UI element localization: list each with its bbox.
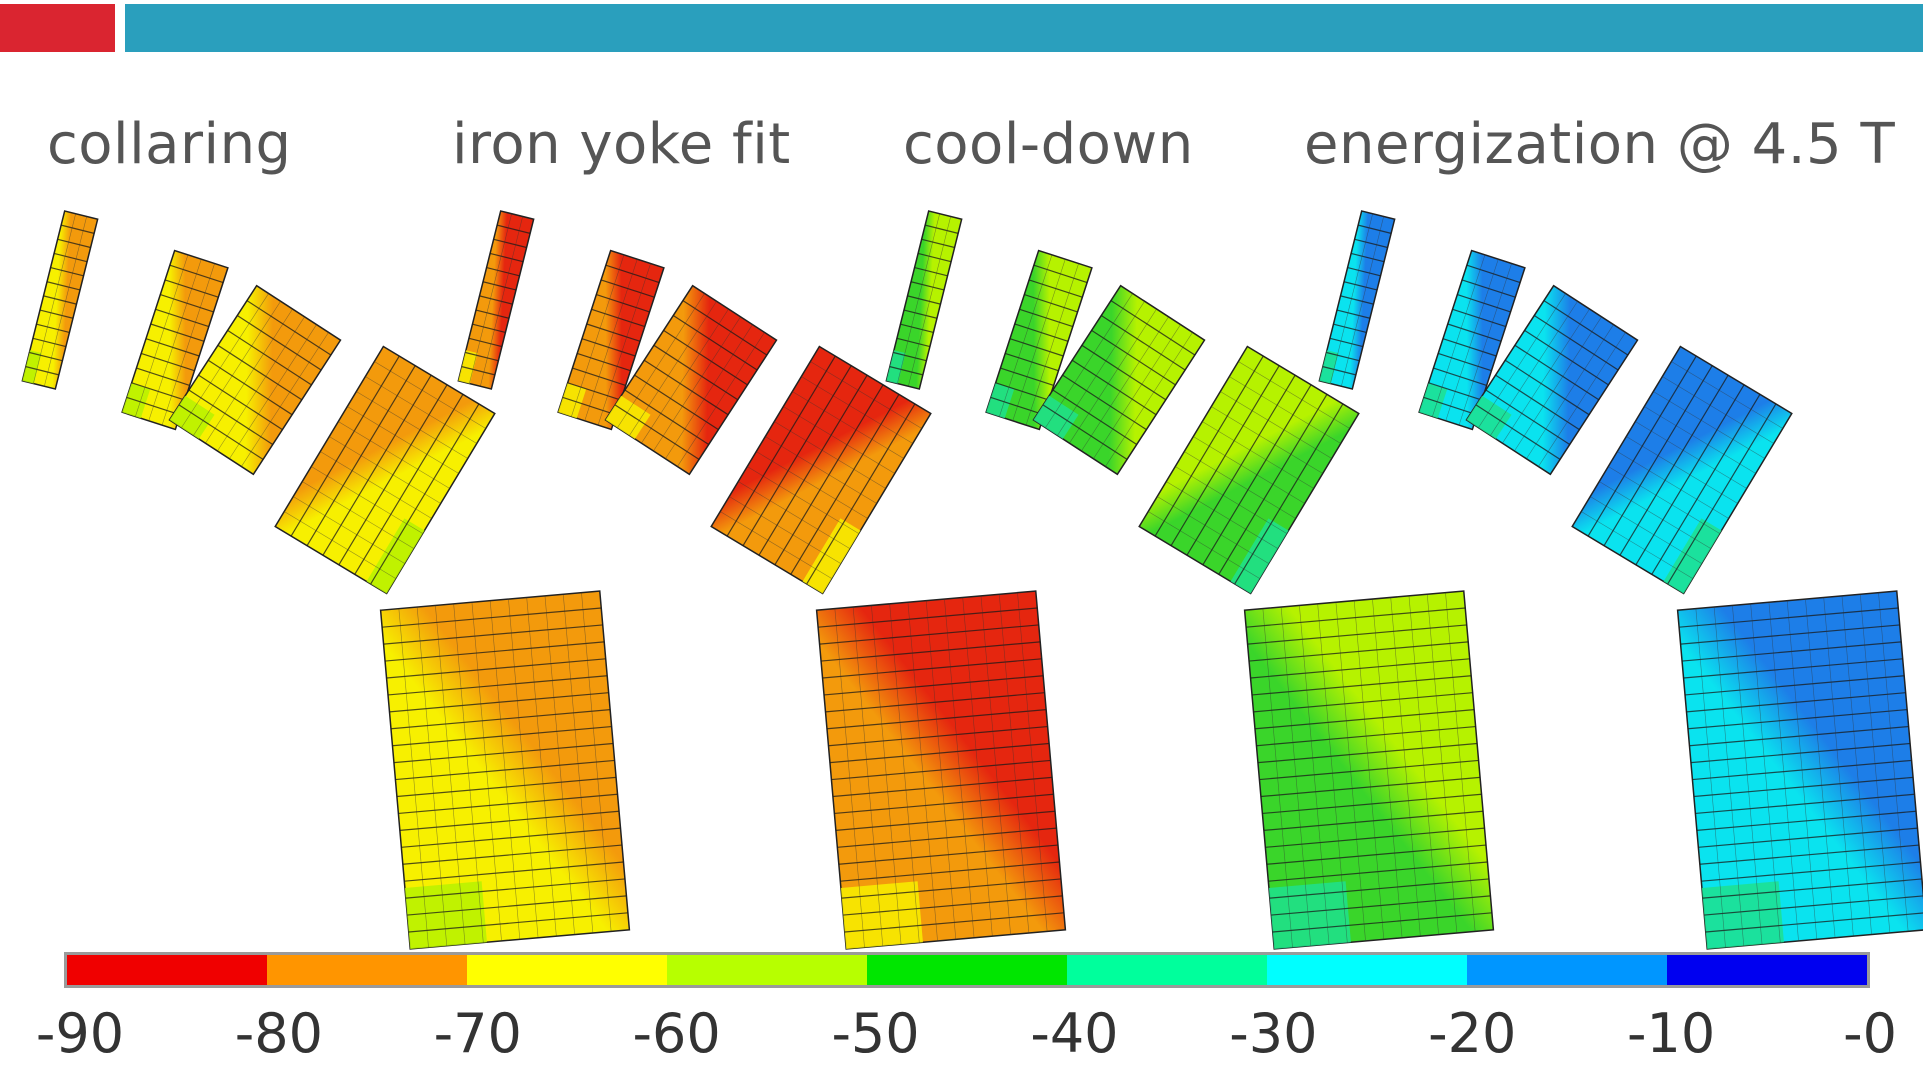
stage-panel — [1318, 210, 1923, 950]
coil-block — [1418, 249, 1526, 431]
color-scale-segment — [1267, 955, 1467, 985]
color-scale-tick-label: -0 — [1843, 1002, 1897, 1065]
stage-title-collaring: collaring — [47, 112, 292, 177]
color-scale-segment — [1667, 955, 1867, 985]
coil-block — [379, 590, 631, 950]
stage-panel — [885, 210, 1495, 950]
coil-block — [1138, 345, 1360, 595]
coil-block — [1032, 284, 1206, 476]
coil-block — [168, 284, 342, 476]
stage-title-iron-yoke-fit: iron yoke fit — [452, 112, 791, 177]
stage-title-cool-down: cool-down — [903, 112, 1194, 177]
color-scale-tick-label: -20 — [1428, 1002, 1517, 1065]
color-scale-segment — [1467, 955, 1667, 985]
stage-title-energization: energization @ 4.5 T — [1304, 112, 1896, 177]
coil-block — [121, 249, 229, 431]
color-scale-tick-label: -60 — [632, 1002, 721, 1065]
coil-block — [885, 210, 963, 390]
coil-block — [1243, 590, 1495, 950]
color-scale-tick-label: -50 — [831, 1002, 920, 1065]
coil-block — [1465, 284, 1639, 476]
color-scale-segment — [667, 955, 867, 985]
color-scale-segment — [467, 955, 667, 985]
stage-panel — [457, 210, 1067, 950]
coil-block — [985, 249, 1093, 431]
coil-block — [274, 345, 496, 595]
coil-block — [1571, 345, 1793, 595]
color-scale-segment — [67, 955, 267, 985]
color-scale-segment — [867, 955, 1067, 985]
header-accent-blue — [125, 4, 1923, 52]
coil-block — [604, 284, 778, 476]
color-scale-tick-label: -70 — [433, 1002, 522, 1065]
color-scale-tick-label: -90 — [35, 1002, 125, 1065]
coil-block — [557, 249, 665, 431]
coil-block — [457, 210, 535, 390]
coil-block — [815, 590, 1067, 950]
coil-block — [21, 210, 99, 390]
coil-block — [710, 345, 932, 595]
header-accent-red — [0, 4, 115, 52]
color-scale-tick-label: -30 — [1229, 1002, 1318, 1065]
color-scale-segment — [267, 955, 467, 985]
color-scale-tick-label: -40 — [1030, 1002, 1119, 1065]
color-scale-tick-label: -10 — [1627, 1002, 1716, 1065]
stage-panel — [21, 210, 631, 950]
color-scale-bar — [64, 952, 1870, 988]
color-scale-tick-label: -80 — [234, 1002, 323, 1065]
color-scale-segment — [1067, 955, 1267, 985]
coil-block — [1676, 590, 1923, 950]
coil-block — [1318, 210, 1396, 390]
